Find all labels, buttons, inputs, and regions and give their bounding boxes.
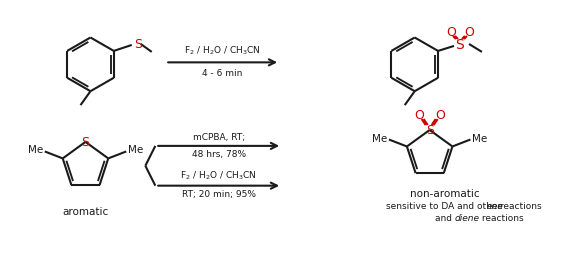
Text: Me: Me [371, 133, 387, 143]
Text: S: S [456, 38, 464, 52]
Text: Me: Me [27, 145, 43, 155]
Text: reactions: reactions [478, 213, 523, 222]
Text: O: O [464, 25, 474, 38]
Text: ene: ene [486, 201, 503, 210]
Text: S: S [134, 38, 142, 51]
Text: RT; 20 min; 95%: RT; 20 min; 95% [182, 189, 256, 198]
Text: O: O [413, 108, 423, 121]
Text: mCPBA, RT;: mCPBA, RT; [193, 132, 245, 141]
Text: 48 hrs, 78%: 48 hrs, 78% [192, 149, 246, 158]
Text: O: O [436, 108, 446, 121]
Text: Me: Me [472, 133, 488, 143]
Text: and: and [434, 213, 454, 222]
Text: diene: diene [454, 213, 479, 222]
Text: reactions: reactions [496, 201, 541, 210]
Text: F$_2$ / H$_2$O / CH$_3$CN: F$_2$ / H$_2$O / CH$_3$CN [180, 169, 257, 181]
Text: Me: Me [128, 145, 144, 155]
Text: S: S [82, 136, 89, 149]
Text: O: O [446, 25, 456, 38]
Text: sensitive to DA and other: sensitive to DA and other [385, 201, 503, 210]
Text: F$_2$ / H$_2$O / CH$_3$CN: F$_2$ / H$_2$O / CH$_3$CN [184, 45, 260, 57]
Text: 4 - 6 min: 4 - 6 min [202, 69, 242, 78]
Text: aromatic: aromatic [62, 206, 109, 216]
Text: non-aromatic: non-aromatic [410, 188, 479, 198]
Text: S: S [426, 124, 434, 137]
